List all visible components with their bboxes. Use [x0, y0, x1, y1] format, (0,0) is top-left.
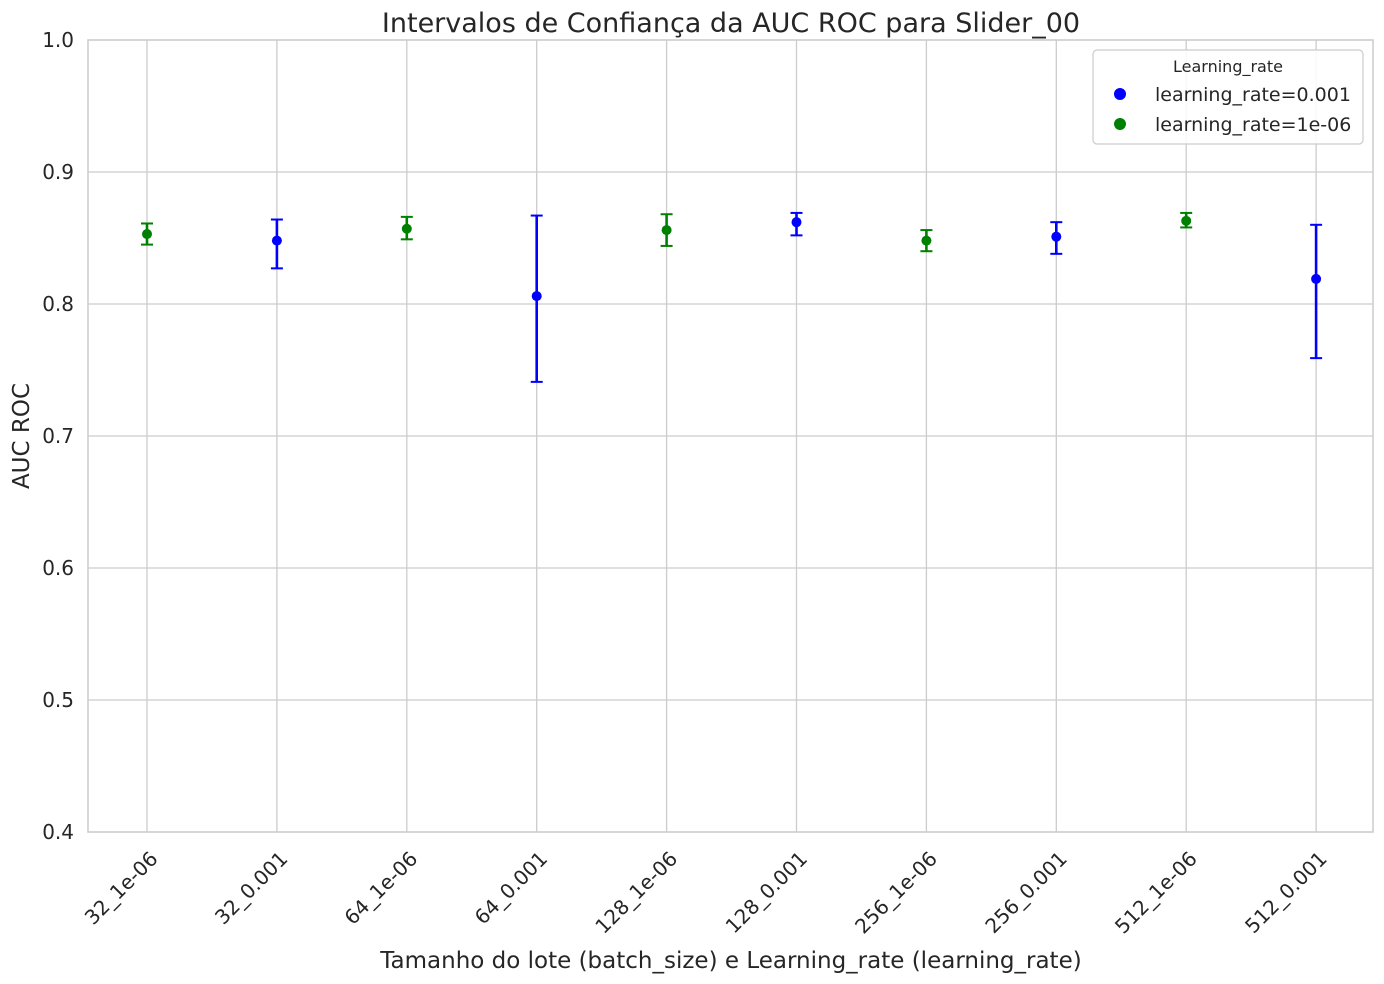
x-tick-label: 512_0.001	[1240, 847, 1332, 939]
x-tick-label: 128_1e-06	[590, 847, 682, 939]
data-point-32_1e-06	[141, 222, 153, 246]
point-marker	[1311, 273, 1322, 284]
data-point-256_0.001	[1050, 221, 1063, 255]
point-marker	[1051, 231, 1062, 242]
data-point-512_1e-06	[1180, 211, 1193, 229]
point-marker	[142, 229, 152, 240]
legend-title: Learning_rate	[1173, 57, 1283, 77]
point-marker	[1181, 215, 1192, 226]
x-tick-label: 512_1e-06	[1110, 847, 1202, 939]
x-tick-label: 256_0.001	[980, 847, 1072, 939]
legend-box	[1092, 49, 1364, 145]
data-point-64_0.001	[530, 214, 543, 383]
x-axis-ticks: 32_1e-06 32_0.001 64_1e-06 64_0.001 128_1e-0…	[80, 847, 1332, 939]
y-tick-label: 1.0	[42, 28, 74, 52]
y-tick-label: 0.4	[42, 820, 74, 844]
data-point-32_0.001	[270, 218, 283, 270]
legend-entry-1e-06: learning_rate=1e-06	[1155, 114, 1351, 136]
x-tick-label: 256_1e-06	[850, 847, 942, 939]
point-marker	[401, 223, 412, 234]
x-axis-label: Tamanho do lote (batch_size) e Learning_…	[379, 948, 1081, 974]
y-tick-label: 0.7	[42, 424, 74, 448]
data-points	[141, 211, 1323, 383]
x-tick-label: 64_1e-06	[339, 847, 422, 930]
x-tick-label: 32_0.001	[210, 847, 293, 930]
legend-marker-green	[1114, 118, 1126, 130]
y-tick-label: 0.5	[42, 688, 74, 712]
point-marker	[661, 225, 672, 236]
legend-marker-blue	[1114, 88, 1126, 100]
point-marker	[791, 217, 802, 228]
y-axis-label: AUC ROC	[9, 383, 35, 489]
data-point-256_1e-06	[920, 229, 933, 253]
y-tick-label: 0.8	[42, 292, 74, 316]
x-tick-label: 128_0.001	[721, 847, 813, 939]
data-point-128_0.001	[790, 211, 803, 237]
y-axis-ticks: 0.4 0.5 0.6 0.7 0.8 0.9 1.0	[42, 28, 74, 844]
x-tick-label: 64_0.001	[470, 847, 553, 930]
grid-lines	[88, 39, 1373, 833]
data-point-128_1e-06	[660, 213, 673, 247]
data-point-64_1e-06	[400, 215, 413, 241]
legend: Learning_rate learning_rate=0.001 learni…	[1092, 49, 1364, 145]
data-point-512_0.001	[1310, 223, 1323, 360]
y-tick-label: 0.9	[42, 160, 74, 184]
point-marker	[921, 235, 932, 246]
y-tick-label: 0.6	[42, 556, 74, 580]
legend-entry-0001: learning_rate=0.001	[1155, 84, 1351, 106]
point-marker	[271, 235, 282, 246]
plot-area-frame	[87, 39, 1374, 833]
chart-title: Intervalos de Confiança da AUC ROC para …	[382, 8, 1080, 39]
point-marker	[531, 291, 542, 302]
x-tick-label: 32_1e-06	[80, 847, 163, 930]
